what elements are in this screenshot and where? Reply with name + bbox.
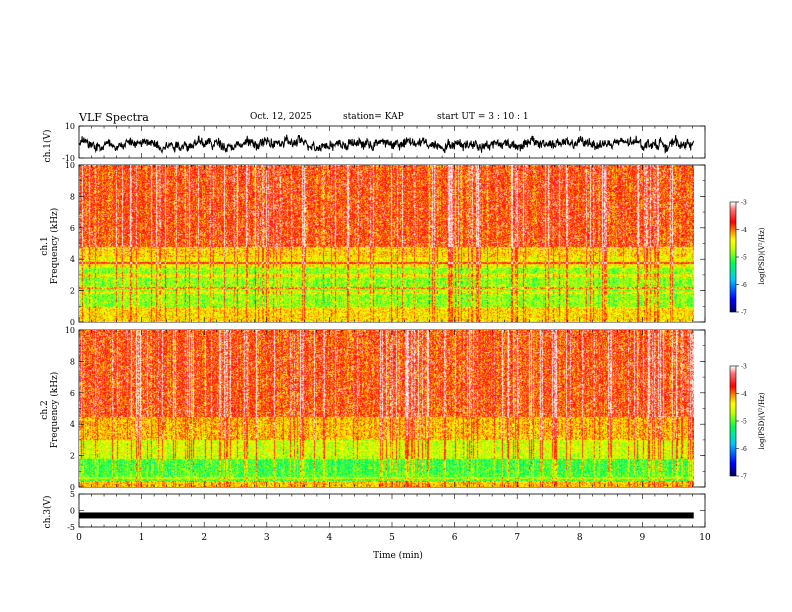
- colorbar-tick-label: -3: [741, 364, 747, 371]
- colorbar-tick-label: -5: [741, 255, 747, 262]
- y-tick-label: 10: [65, 326, 75, 335]
- colorbar-tick-label: -4: [741, 391, 747, 398]
- y-tick-label: 4: [70, 420, 75, 429]
- ch1-colorbar-image: [730, 202, 736, 312]
- colorbar-tick-label: -4: [741, 227, 747, 234]
- y-tick-label: 0: [70, 483, 75, 492]
- x-tick-label: 10: [699, 533, 711, 543]
- colorbar-tick-label: -6: [741, 282, 747, 289]
- y-tick-label: 5: [70, 490, 75, 499]
- x-tick-label: 5: [389, 533, 395, 543]
- y-tick-label: -5: [67, 523, 75, 532]
- y-tick-label: 6: [70, 224, 75, 233]
- colorbar-tick-label: -3: [741, 200, 747, 207]
- y-tick-label: 8: [70, 192, 75, 201]
- ch1-spectrogram-ylabel-line1: ch.1: [40, 236, 50, 255]
- ch1-spectrogram-ylabel-line2: Frequency (kHz): [49, 208, 60, 285]
- y-tick-label: 0: [70, 318, 75, 327]
- ch1-voltage-ylabel: ch.1(V): [42, 130, 53, 163]
- y-tick-label: 10: [65, 161, 75, 170]
- x-tick-label: 0: [76, 533, 82, 543]
- start-time-label: start UT = 3 : 10 : 1: [437, 112, 529, 122]
- x-tick-label: 8: [577, 533, 583, 543]
- x-tick-label: 2: [201, 533, 207, 543]
- ch2-spectrogram-ylabel-line2: Frequency (kHz): [49, 372, 60, 449]
- ch3-voltage-ylabel: ch.3(V): [42, 496, 53, 529]
- y-tick-label: 2: [70, 287, 75, 296]
- x-tick-label: 6: [452, 533, 458, 543]
- ch2-spectrogram-ylabel-line1: ch.2: [40, 400, 50, 419]
- ch2-colorbar-label: log(PSD)(V²/Hz): [758, 392, 766, 449]
- y-tick-label: 6: [70, 389, 75, 398]
- station-label: station= KAP: [343, 112, 404, 122]
- x-axis-label: Time (min): [373, 550, 423, 561]
- x-tick-label: 7: [514, 533, 520, 543]
- y-tick-label: 4: [70, 255, 75, 264]
- figure-title: VLF Spectra: [79, 111, 149, 124]
- ch1-waveform-line: [78, 134, 695, 155]
- y-tick-label: 2: [70, 452, 75, 461]
- ch1-colorbar-label: log(PSD)(V²/Hz): [758, 227, 766, 284]
- ch3-waveform-band: [79, 512, 694, 519]
- ch1-spectrogram-image: [79, 165, 694, 322]
- colorbar-tick-label: -7: [741, 310, 747, 317]
- ch2-colorbar-image: [730, 366, 736, 476]
- y-tick-label: 8: [70, 357, 75, 366]
- x-tick-label: 1: [139, 533, 145, 543]
- x-tick-label: 3: [264, 533, 270, 543]
- colorbar-tick-label: -7: [741, 474, 747, 481]
- date-label: Oct. 12, 2025: [250, 112, 312, 122]
- y-tick-label: -10: [62, 154, 75, 163]
- y-tick-label: 10: [65, 122, 75, 131]
- x-tick-label: 9: [640, 533, 646, 543]
- x-tick-label: 4: [327, 533, 333, 543]
- colorbar-tick-label: -5: [741, 419, 747, 426]
- y-tick-label: 0: [70, 507, 75, 516]
- ch2-spectrogram-image: [79, 330, 694, 487]
- colorbar-tick-label: -6: [741, 446, 747, 453]
